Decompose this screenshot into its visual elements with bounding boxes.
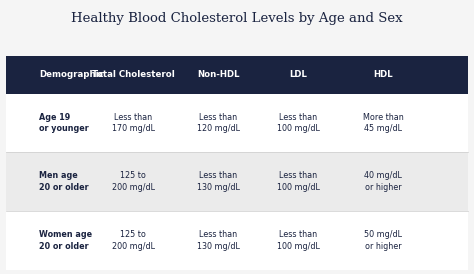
FancyBboxPatch shape bbox=[6, 56, 468, 94]
Text: Less than
120 mg/dL: Less than 120 mg/dL bbox=[197, 113, 240, 133]
Text: Total Cholesterol: Total Cholesterol bbox=[92, 70, 175, 79]
Text: 50 mg/dL
or higher: 50 mg/dL or higher bbox=[364, 230, 402, 251]
Text: Healthy Blood Cholesterol Levels by Age and Sex: Healthy Blood Cholesterol Levels by Age … bbox=[71, 12, 403, 25]
Text: More than
45 mg/dL: More than 45 mg/dL bbox=[363, 113, 403, 133]
Text: Non-HDL: Non-HDL bbox=[197, 70, 239, 79]
Text: 125 to
200 mg/dL: 125 to 200 mg/dL bbox=[112, 230, 155, 251]
Text: Less than
130 mg/dL: Less than 130 mg/dL bbox=[197, 171, 239, 192]
Text: Demographic: Demographic bbox=[39, 70, 104, 79]
Text: Less than
100 mg/dL: Less than 100 mg/dL bbox=[277, 230, 319, 251]
Text: Women age
20 or older: Women age 20 or older bbox=[39, 230, 92, 251]
Text: 125 to
200 mg/dL: 125 to 200 mg/dL bbox=[112, 171, 155, 192]
Text: 40 mg/dL
or higher: 40 mg/dL or higher bbox=[364, 171, 402, 192]
Text: Men age
20 or older: Men age 20 or older bbox=[39, 171, 89, 192]
Text: LDL: LDL bbox=[289, 70, 307, 79]
Text: Age 19
or younger: Age 19 or younger bbox=[39, 113, 89, 133]
Text: Less than
100 mg/dL: Less than 100 mg/dL bbox=[277, 171, 319, 192]
Text: HDL: HDL bbox=[373, 70, 393, 79]
Text: Less than
170 mg/dL: Less than 170 mg/dL bbox=[112, 113, 155, 133]
FancyBboxPatch shape bbox=[6, 94, 468, 152]
Text: Less than
130 mg/dL: Less than 130 mg/dL bbox=[197, 230, 239, 251]
FancyBboxPatch shape bbox=[6, 152, 468, 211]
FancyBboxPatch shape bbox=[6, 211, 468, 270]
Text: Less than
100 mg/dL: Less than 100 mg/dL bbox=[277, 113, 319, 133]
